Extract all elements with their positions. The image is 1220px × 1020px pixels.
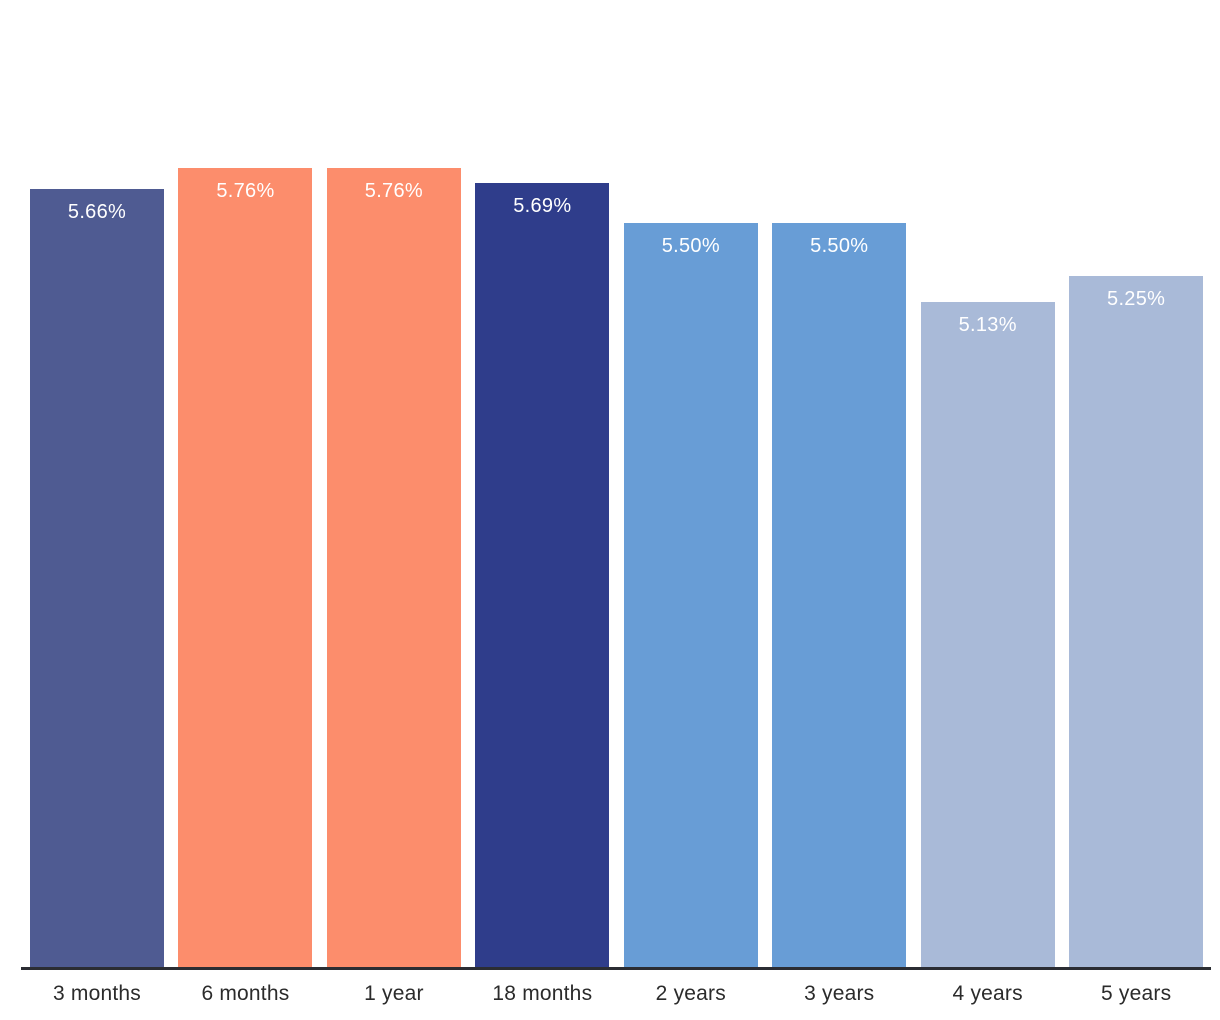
bar: 5.69%	[475, 183, 610, 967]
bar: 5.76%	[326, 168, 461, 967]
bar: 5.76%	[178, 168, 313, 967]
bar-value-label: 5.13%	[958, 314, 1017, 336]
bar: 5.13%	[920, 302, 1055, 967]
x-tick-label: 3 months	[53, 982, 141, 1005]
x-tick-label: 2 years	[655, 982, 726, 1005]
x-axis-line	[21, 967, 1211, 970]
bar: 5.50%	[623, 223, 758, 967]
bar-value-label: 5.76%	[364, 180, 423, 202]
x-tick-label: 18 months	[492, 982, 593, 1005]
x-tick-label: 6 months	[201, 982, 290, 1005]
bar: 5.66%	[30, 189, 164, 967]
bar-value-label: 5.50%	[810, 235, 869, 257]
x-tick-label: 5 years	[1101, 982, 1172, 1005]
bar-value-label: 5.66%	[67, 201, 127, 223]
x-tick-label: 3 years	[804, 982, 875, 1005]
bar-value-label: 5.25%	[1107, 288, 1166, 310]
x-tick-label: 1 year	[364, 982, 424, 1005]
bar: 5.25%	[1069, 276, 1204, 967]
bar-value-label: 5.69%	[513, 195, 572, 217]
bar-value-label: 5.76%	[216, 180, 275, 202]
x-tick-label: 4 years	[952, 982, 1023, 1005]
bar: 5.50%	[772, 223, 907, 967]
bar-value-label: 5.50%	[661, 235, 720, 257]
